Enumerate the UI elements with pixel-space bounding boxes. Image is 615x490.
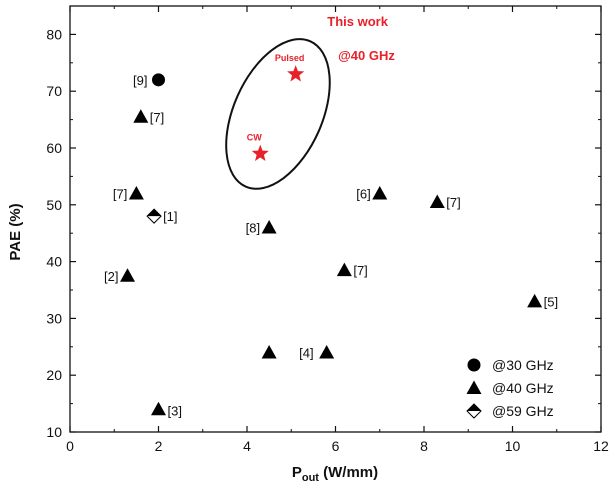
y-ticks: 10 20 30 40 50 60 70 80 <box>46 26 601 440</box>
point-triangle <box>319 344 335 359</box>
reference-label: [7] <box>446 195 460 210</box>
x-ticks: 0 2 4 6 8 10 12 <box>66 6 609 454</box>
x-tick-label: 10 <box>505 438 521 454</box>
point-triangle <box>261 344 277 359</box>
x-axis-title-unit: (W/mm) <box>319 464 378 481</box>
reference-label: [2] <box>104 269 118 284</box>
y-tick-label: 30 <box>46 310 62 326</box>
point-triangle <box>151 401 166 416</box>
y-tick-label: 70 <box>46 83 62 99</box>
legend-marker-triangle <box>466 380 482 394</box>
y-tick-label: 10 <box>46 424 62 440</box>
reference-label: [8] <box>246 221 260 236</box>
reference-label: [7] <box>150 110 164 125</box>
x-axis-title-main: P <box>292 464 302 481</box>
y-tick-label: 50 <box>46 197 62 213</box>
point-circle <box>152 73 165 87</box>
y-tick-label: 60 <box>46 140 62 156</box>
x-tick-label: 0 <box>66 438 74 454</box>
point-triangle <box>429 194 445 208</box>
point-triangle <box>261 220 277 234</box>
star-label: CW <box>247 133 262 143</box>
point-triangle <box>133 109 149 123</box>
point-triangle <box>128 185 144 200</box>
legend-label: @40 GHz <box>492 380 554 396</box>
point-triangle <box>336 262 352 277</box>
x-axis-title: Pout (W/mm) <box>292 464 378 484</box>
x-axis-title-sub: out <box>302 472 319 484</box>
reference-label: [7] <box>353 263 367 278</box>
reference-labels: [9] [7] [7] [2] [3] [4] [8] [7] [6] [7] [5] [1] Puls… <box>104 53 558 418</box>
x-tick-label: 8 <box>420 438 428 454</box>
x-tick-label: 12 <box>593 438 609 454</box>
reference-label: [6] <box>356 186 370 201</box>
reference-label: [7] <box>113 186 127 201</box>
this-work-ellipse <box>225 38 331 190</box>
this-work-annotation: This work <box>327 14 388 29</box>
legend-marker-circle <box>467 358 481 372</box>
legend-label: @59 GHz <box>492 403 554 419</box>
point-half-diamond-fill <box>147 209 162 217</box>
reference-label: [4] <box>299 345 313 360</box>
data-points <box>120 65 543 416</box>
x-tick-label: 6 <box>332 438 340 454</box>
point-triangle <box>120 268 136 282</box>
star-label: Pulsed <box>275 53 305 63</box>
point-star <box>287 65 305 82</box>
point-triangle <box>372 185 388 200</box>
y-tick-label: 80 <box>46 26 62 42</box>
legend-marker-half-diamond-fill <box>467 404 481 411</box>
reference-label: [1] <box>163 209 177 224</box>
reference-label: [5] <box>544 294 558 309</box>
this-work-highlight: This work @40 GHz <box>225 14 395 190</box>
point-star <box>251 144 269 161</box>
x-tick-label: 2 <box>155 438 163 454</box>
point-triangle <box>527 293 543 308</box>
reference-label: [9] <box>133 73 147 88</box>
legend-label: @30 GHz <box>492 357 554 373</box>
reference-label: [3] <box>168 403 182 418</box>
x-tick-label: 4 <box>243 438 251 454</box>
y-tick-label: 20 <box>46 367 62 383</box>
this-work-annotation: @40 GHz <box>338 48 395 63</box>
legend: @30 GHz @40 GHz @59 GHz <box>466 357 554 419</box>
y-axis-title: PAE (%) <box>7 203 24 260</box>
y-tick-label: 40 <box>46 254 62 270</box>
